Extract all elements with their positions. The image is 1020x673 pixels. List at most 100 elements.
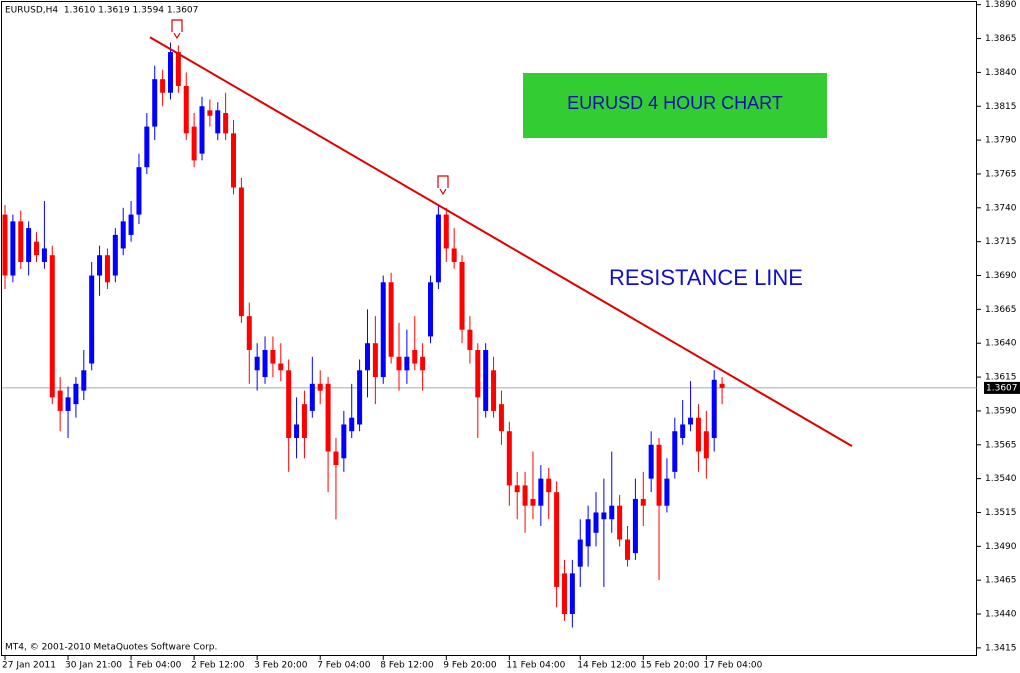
x-tick-label: 2 Feb 12:00 bbox=[191, 661, 245, 671]
candle-body bbox=[719, 383, 725, 388]
candle-body bbox=[128, 214, 134, 235]
candle-body bbox=[491, 370, 497, 411]
candle-body bbox=[341, 424, 347, 459]
candle-body bbox=[144, 126, 150, 168]
x-tick-label: 30 Jan 21:00 bbox=[65, 661, 122, 671]
candle-body bbox=[601, 512, 607, 520]
candle-body bbox=[498, 404, 504, 432]
x-tick-label: 11 Feb 04:00 bbox=[506, 661, 565, 671]
y-tick-label: 1.3790 bbox=[985, 136, 1017, 146]
candle-body bbox=[538, 478, 544, 506]
chart-title: EURUSD 4 HOUR CHART bbox=[567, 93, 783, 113]
y-tick-label: 1.3465 bbox=[985, 576, 1017, 586]
candle-body bbox=[104, 255, 110, 283]
x-tick-label: 14 Feb 12:00 bbox=[577, 661, 636, 671]
candle-body bbox=[333, 451, 339, 466]
candle-body bbox=[640, 498, 646, 506]
y-tick-label: 1.3740 bbox=[985, 203, 1017, 213]
candle-body bbox=[97, 255, 103, 276]
price-label: 1.3607 bbox=[986, 383, 1018, 393]
candle-body bbox=[73, 383, 79, 405]
candle-body bbox=[183, 85, 189, 134]
y-tick-label: 1.3490 bbox=[985, 542, 1017, 552]
y-tick-label: 1.3840 bbox=[985, 68, 1017, 78]
candle-body bbox=[585, 519, 591, 547]
candle-body bbox=[609, 505, 615, 520]
candle-body bbox=[467, 329, 473, 350]
symbol-info: EURUSD,H4 1.3610 1.3619 1.3594 1.3607 bbox=[5, 6, 198, 16]
candle-body bbox=[625, 539, 631, 560]
y-tick-label: 1.3765 bbox=[985, 169, 1017, 179]
y-tick-label: 1.3440 bbox=[985, 610, 1017, 620]
x-tick-label: 8 Feb 12:00 bbox=[380, 661, 434, 671]
candle-body bbox=[522, 485, 528, 506]
candle-body bbox=[664, 478, 670, 506]
candle-body bbox=[270, 349, 276, 364]
candle-body bbox=[207, 110, 213, 116]
candle-body bbox=[238, 187, 244, 317]
candle-body bbox=[246, 316, 252, 350]
candle-body bbox=[65, 397, 71, 411]
candle-body bbox=[703, 431, 709, 459]
candle-body bbox=[120, 221, 126, 249]
candle-body bbox=[175, 52, 181, 86]
candle-body bbox=[412, 349, 418, 364]
peak-markers bbox=[171, 19, 449, 196]
candle-body bbox=[577, 539, 583, 567]
candle-body bbox=[231, 133, 237, 188]
candle-body bbox=[530, 498, 536, 506]
candle-body bbox=[561, 573, 567, 615]
x-tick-label: 17 Feb 04:00 bbox=[703, 661, 762, 671]
candle-body bbox=[262, 349, 268, 378]
candle-body bbox=[152, 79, 158, 127]
x-tick-label: 3 Feb 20:00 bbox=[254, 661, 308, 671]
y-tick-label: 1.3415 bbox=[985, 643, 1017, 653]
plot-frame bbox=[1, 1, 977, 656]
candle-body bbox=[294, 424, 300, 438]
candle-body bbox=[160, 79, 166, 93]
candle-body bbox=[26, 228, 32, 262]
candle-body bbox=[57, 390, 63, 411]
x-tick-label: 15 Feb 20:00 bbox=[640, 661, 699, 671]
candle-body bbox=[10, 221, 16, 276]
y-tick-label: 1.3565 bbox=[985, 440, 1017, 450]
candle-body bbox=[554, 492, 560, 587]
y-tick-label: 1.3590 bbox=[985, 406, 1017, 416]
annotation: RESISTANCE LINE bbox=[609, 265, 803, 290]
candle-body bbox=[2, 214, 8, 276]
resistance-line bbox=[149, 36, 853, 447]
candle-body bbox=[680, 424, 686, 438]
y-tick-label: 1.3890 bbox=[985, 0, 1017, 10]
candle-body bbox=[112, 234, 118, 276]
candle-body bbox=[388, 282, 394, 357]
candle-body bbox=[443, 214, 449, 249]
candle-body bbox=[167, 52, 173, 93]
candle-body bbox=[695, 417, 701, 452]
candle-body bbox=[569, 573, 575, 615]
candle-body bbox=[688, 417, 694, 425]
candle-body bbox=[617, 505, 623, 540]
candle-body bbox=[301, 404, 307, 438]
candle-body bbox=[34, 241, 40, 256]
title-box bbox=[523, 73, 827, 138]
x-tick-label: 1 Feb 04:00 bbox=[128, 661, 182, 671]
y-tick-label: 1.3615 bbox=[985, 373, 1017, 383]
candle-body bbox=[286, 370, 292, 438]
candle-body bbox=[254, 356, 260, 371]
price-label-bg bbox=[984, 381, 1020, 394]
candle-body bbox=[364, 343, 370, 371]
candle-body bbox=[648, 444, 654, 479]
candle-body bbox=[317, 383, 323, 391]
x-tick-label: 7 Feb 04:00 bbox=[317, 661, 371, 671]
y-tick-label: 1.3640 bbox=[985, 339, 1017, 349]
candle-body bbox=[656, 444, 662, 506]
candle-body bbox=[475, 349, 481, 398]
copyright: MT4, © 2001-2010 MetaQuotes Software Cor… bbox=[5, 643, 217, 653]
candle-body bbox=[136, 167, 142, 215]
candle-body bbox=[81, 370, 87, 391]
candle-body bbox=[459, 261, 465, 330]
candle-body bbox=[325, 383, 331, 452]
y-tick-label: 1.3690 bbox=[985, 271, 1017, 281]
y-tick-label: 1.3540 bbox=[985, 474, 1017, 484]
